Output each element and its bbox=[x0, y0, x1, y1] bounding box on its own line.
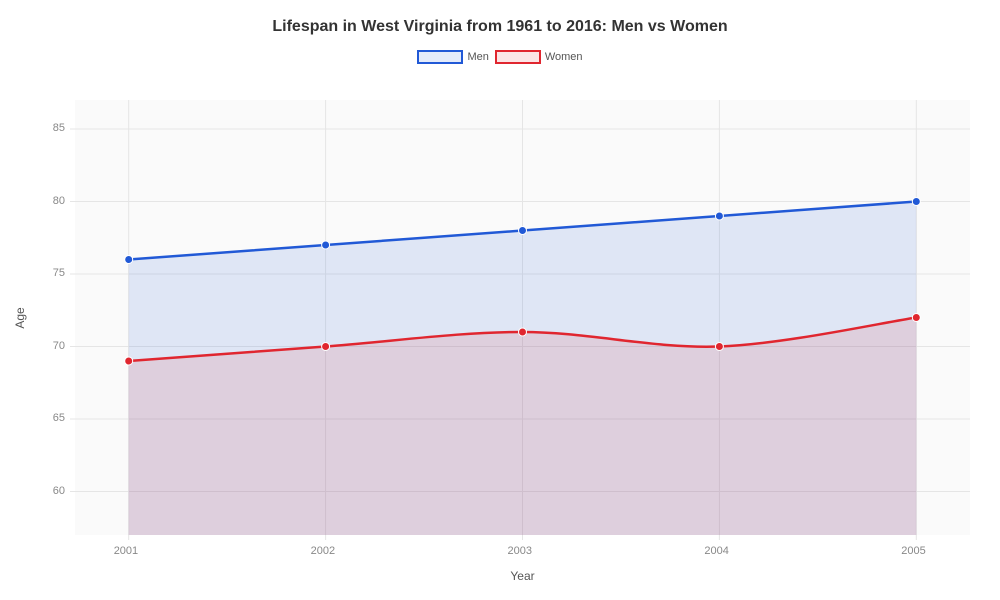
y-tick-label: 70 bbox=[53, 340, 65, 352]
x-axis-label: Year bbox=[510, 569, 534, 583]
y-axis-label: Age bbox=[13, 307, 27, 328]
y-tick-label: 80 bbox=[53, 195, 65, 207]
chart-container: Lifespan in West Virginia from 1961 to 2… bbox=[0, 0, 1000, 600]
y-tick-label: 60 bbox=[53, 485, 65, 497]
x-tick-label: 2004 bbox=[704, 545, 728, 557]
y-tick-label: 85 bbox=[53, 122, 65, 134]
x-tick-label: 2002 bbox=[311, 545, 335, 557]
y-tick-label: 65 bbox=[53, 412, 65, 424]
x-tick-label: 2005 bbox=[901, 545, 925, 557]
plot-area bbox=[0, 0, 1000, 600]
x-tick-label: 2003 bbox=[508, 545, 532, 557]
y-tick-label: 75 bbox=[53, 267, 65, 279]
x-tick-label: 2001 bbox=[114, 545, 138, 557]
